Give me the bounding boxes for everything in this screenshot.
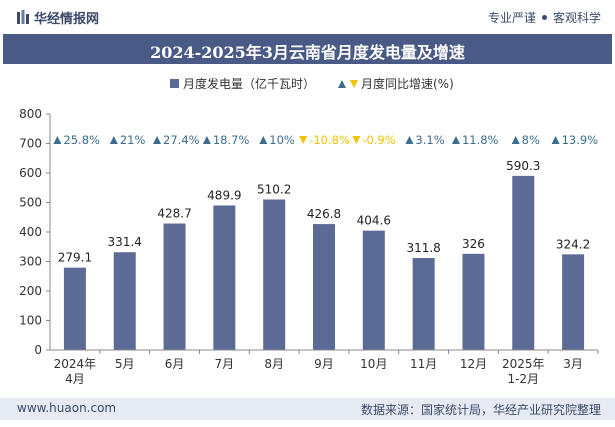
- growth-label: 25.8%: [63, 133, 100, 147]
- footer: www.huaon.com 数据来源：国家统计局，华经产业研究院整理: [0, 398, 615, 420]
- y-tick-label: 600: [19, 166, 42, 180]
- bar: [63, 267, 86, 350]
- growth-label: 27.4%: [163, 133, 200, 147]
- value-label: 326: [462, 237, 485, 251]
- y-tick-label: 500: [19, 196, 42, 210]
- chart: 月度发电量（亿千瓦时） 月度同比增速(%) 0 100 200 300 400 500 600…: [19, 76, 599, 386]
- growth-label: 3.1%: [415, 133, 444, 147]
- growth-up-triangle-icon: [259, 136, 268, 144]
- x-axis: 2024年 4月 5月 6月 7月 8月 9月 10月 11月 12月 2025年 1-2月 3月: [50, 349, 599, 386]
- growth-down-triangle-icon: [352, 136, 361, 144]
- value-label: 279.1: [58, 251, 92, 265]
- y-tick-label: 100: [19, 314, 42, 328]
- legend-down-triangle-icon: [350, 80, 358, 88]
- tagline-a: 专业严谨: [487, 11, 536, 25]
- bar: [313, 224, 335, 350]
- tagline-b: 客观科学: [552, 11, 601, 25]
- value-label: 404.6: [357, 214, 391, 228]
- x-tick-label: 8月: [264, 357, 284, 371]
- legend-up-triangle-icon: [338, 80, 346, 88]
- value-label: 428.7: [157, 207, 191, 221]
- bar: [562, 254, 585, 350]
- legend-series-2: 月度同比增速(%): [361, 76, 454, 91]
- y-tick-label: 300: [19, 255, 42, 269]
- value-label: 311.8: [406, 241, 440, 255]
- growth-up-triangle-icon: [53, 136, 62, 144]
- chart-title: 2024-2025年3月云南省月度发电量及增速: [150, 43, 465, 62]
- growth-label: 13.9%: [562, 133, 599, 147]
- bar: [462, 253, 485, 350]
- growth-up-triangle-icon: [405, 136, 414, 144]
- x-tick-label: 9月: [314, 357, 334, 371]
- growth-down-triangle-icon: [299, 136, 308, 144]
- growth-label: 18.7%: [213, 133, 250, 147]
- bar: [412, 258, 435, 350]
- title-bar: 2024-2025年3月云南省月度发电量及增速: [3, 34, 612, 64]
- brand-name: 华经情报网: [34, 12, 100, 27]
- growth-label: -10.8%: [309, 133, 350, 147]
- growth-up-triangle-icon: [109, 136, 118, 144]
- bar: [263, 199, 286, 350]
- bar: [362, 230, 385, 350]
- y-tick-label: 800: [19, 107, 42, 121]
- growth-label: 10%: [269, 133, 295, 147]
- footer-website: www.huaon.com: [17, 401, 117, 415]
- growth-up-triangle-icon: [451, 136, 460, 144]
- x-tick-label: 6月: [165, 357, 185, 371]
- bar: [113, 252, 136, 350]
- legend: 月度发电量（亿千瓦时） 月度同比增速(%): [170, 76, 454, 91]
- bar: [512, 175, 535, 350]
- x-tick-label: 10月: [360, 357, 387, 371]
- growth-up-triangle-icon: [511, 136, 520, 144]
- value-label: 510.2: [257, 182, 291, 196]
- value-label: 590.3: [506, 159, 540, 173]
- growth-labels: 25.8% 21% 27.4% 18.7% 10% -10.8% -0.9% 3.1% 11.8…: [53, 133, 598, 147]
- growth-label: -0.9%: [362, 133, 395, 147]
- y-tick-label: 200: [19, 284, 42, 298]
- value-label: 489.9: [207, 188, 241, 202]
- x-tick-label: 11月: [410, 357, 437, 371]
- tagline: 专业严谨 客观科学: [488, 9, 601, 26]
- bar: [213, 205, 236, 350]
- y-tick-label: 0: [34, 343, 42, 357]
- x-tick-label: 7月: [215, 357, 235, 371]
- y-axis: 0 100 200 300 400 500 600 700 800: [19, 107, 51, 357]
- brand-logo-icon: [17, 10, 29, 24]
- x-tick-label: 12月: [460, 357, 487, 371]
- legend-series-1: 月度发电量（亿千瓦时）: [183, 76, 315, 91]
- tagline-dot-icon: [541, 15, 547, 20]
- growth-up-triangle-icon: [153, 136, 162, 144]
- x-tick-label: 5月: [115, 357, 135, 371]
- bar: [163, 223, 186, 350]
- x-tick-label: 2025年 1-2月: [502, 357, 545, 386]
- value-label: 324.2: [556, 237, 590, 251]
- growth-label: 21%: [120, 133, 146, 147]
- value-label: 331.4: [108, 235, 142, 249]
- legend-bar-swatch-icon: [170, 79, 179, 88]
- y-tick-label: 700: [19, 137, 42, 151]
- x-tick-label: 3月: [563, 357, 583, 371]
- growth-label: 8%: [522, 133, 540, 147]
- growth-up-triangle-icon: [202, 136, 211, 144]
- growth-label: 11.8%: [462, 133, 499, 147]
- growth-up-triangle-icon: [551, 136, 560, 144]
- value-label: 426.8: [307, 207, 341, 221]
- y-tick-label: 400: [19, 225, 42, 239]
- bars: 279.1 331.4 428.7 489.9 510.2 426.8 404.6 311.8…: [58, 159, 590, 350]
- x-tick-label: 2024年 4月: [54, 357, 97, 386]
- footer-source: 数据来源：国家统计局，华经产业研究院整理: [360, 403, 601, 417]
- top-bar: 华经情报网 专业严谨 客观科学: [0, 0, 615, 34]
